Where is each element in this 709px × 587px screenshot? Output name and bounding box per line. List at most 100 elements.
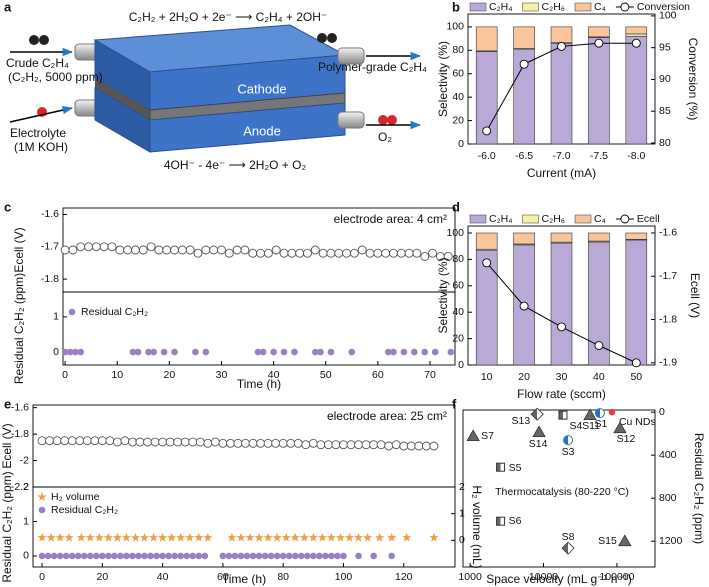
marker	[316, 552, 323, 560]
equation: 4OH⁻ - 4e⁻ ⟶ 2H₂O + O₂	[164, 158, 307, 172]
y-axis-label: Selectivity (%)	[436, 257, 450, 333]
marker	[224, 248, 234, 258]
tube	[337, 47, 365, 65]
marker	[76, 532, 86, 542]
y2-tick-label: 0	[459, 534, 465, 546]
y2-tick-label: 85	[659, 105, 671, 117]
marker	[150, 348, 158, 356]
marker	[323, 440, 333, 450]
marker	[331, 440, 341, 450]
marker	[248, 248, 258, 258]
y-tick-label: 0	[458, 138, 464, 150]
marker	[402, 532, 412, 542]
legend-swatch	[574, 2, 592, 12]
marker	[317, 532, 327, 542]
marker	[355, 552, 362, 560]
point-label: S14	[529, 438, 548, 450]
marker	[117, 552, 124, 560]
y-tick-label: 1200	[659, 535, 683, 547]
y-tick-label: 40	[452, 306, 464, 318]
legend-swatch	[574, 214, 592, 224]
x-axis-label: Time (h)	[237, 377, 281, 391]
marker	[421, 441, 431, 451]
marker	[93, 552, 100, 560]
marker	[225, 552, 233, 560]
y2-tick-label: -1.6	[659, 227, 677, 239]
marker	[388, 552, 396, 560]
marker	[381, 248, 391, 258]
marker	[68, 552, 76, 560]
line-point	[594, 341, 604, 350]
y-axis-label: Residual C₂H₂ (ppm)	[0, 471, 14, 582]
point-label: S3	[562, 446, 575, 458]
marker	[256, 248, 266, 258]
marker	[273, 552, 281, 560]
marker	[138, 245, 148, 255]
marker	[188, 437, 198, 447]
marker	[285, 552, 293, 560]
marker	[301, 440, 311, 450]
outlet-label: Polymer-grade C₂H₄	[318, 60, 427, 74]
marker	[128, 437, 137, 447]
marker	[183, 552, 191, 560]
x-axis-label: Space velocity (mL g⁻¹ h⁻¹)	[486, 572, 632, 586]
y-tick-label: 1	[53, 311, 59, 323]
y-tick-label: 60	[452, 68, 464, 80]
x-tick-label: 10	[111, 369, 123, 381]
marker	[365, 248, 375, 258]
axes-frame	[462, 409, 656, 568]
x-tick-label: -7.5	[590, 150, 608, 162]
marker	[326, 248, 336, 258]
legend-label: C₄	[594, 1, 606, 13]
bar-segment	[625, 232, 648, 240]
marker	[412, 248, 422, 258]
y2-tick-label: -1.7	[659, 270, 677, 282]
y-tick-label: -1.8	[11, 428, 29, 440]
electrolyte-sublabel: (1M KOH)	[14, 140, 68, 154]
marker	[279, 552, 287, 560]
marker	[170, 245, 180, 255]
marker	[112, 532, 122, 542]
point	[466, 429, 480, 442]
cathode-label: Cathode	[237, 81, 286, 96]
line-point	[631, 358, 641, 368]
y-tick-label: 100	[446, 21, 464, 33]
panel-label: d	[452, 199, 460, 214]
marker	[287, 248, 297, 258]
x-tick-label: 0	[39, 571, 45, 583]
marker	[46, 532, 56, 542]
y-tick-label: 0	[458, 359, 464, 371]
marker	[334, 248, 344, 258]
marker	[361, 440, 371, 450]
marker	[195, 552, 203, 560]
marker	[411, 348, 418, 356]
y-tick-label: 1	[23, 515, 29, 527]
marker	[90, 436, 100, 446]
marker	[146, 242, 156, 252]
point	[532, 425, 546, 438]
point	[496, 516, 506, 526]
marker	[94, 532, 104, 542]
panel-label: f	[452, 396, 457, 411]
x-tick-label: 50	[320, 369, 332, 381]
marker	[310, 552, 317, 560]
bar-segment	[625, 33, 648, 37]
point-label: S13	[512, 415, 531, 427]
marker	[173, 437, 183, 447]
axes-frame	[62, 291, 456, 366]
bar-segment	[475, 249, 498, 366]
point-label: S12	[617, 433, 636, 445]
legend-label: C₂H₆	[542, 1, 565, 13]
marker	[74, 552, 82, 560]
marker	[107, 242, 117, 252]
marker	[193, 248, 203, 258]
marker	[363, 532, 373, 542]
marker	[105, 436, 115, 446]
marker	[340, 552, 347, 560]
marker	[153, 552, 160, 560]
marker	[384, 441, 394, 451]
marker	[237, 552, 245, 560]
marker	[281, 532, 291, 542]
y2-tick-label: 80	[659, 137, 671, 149]
